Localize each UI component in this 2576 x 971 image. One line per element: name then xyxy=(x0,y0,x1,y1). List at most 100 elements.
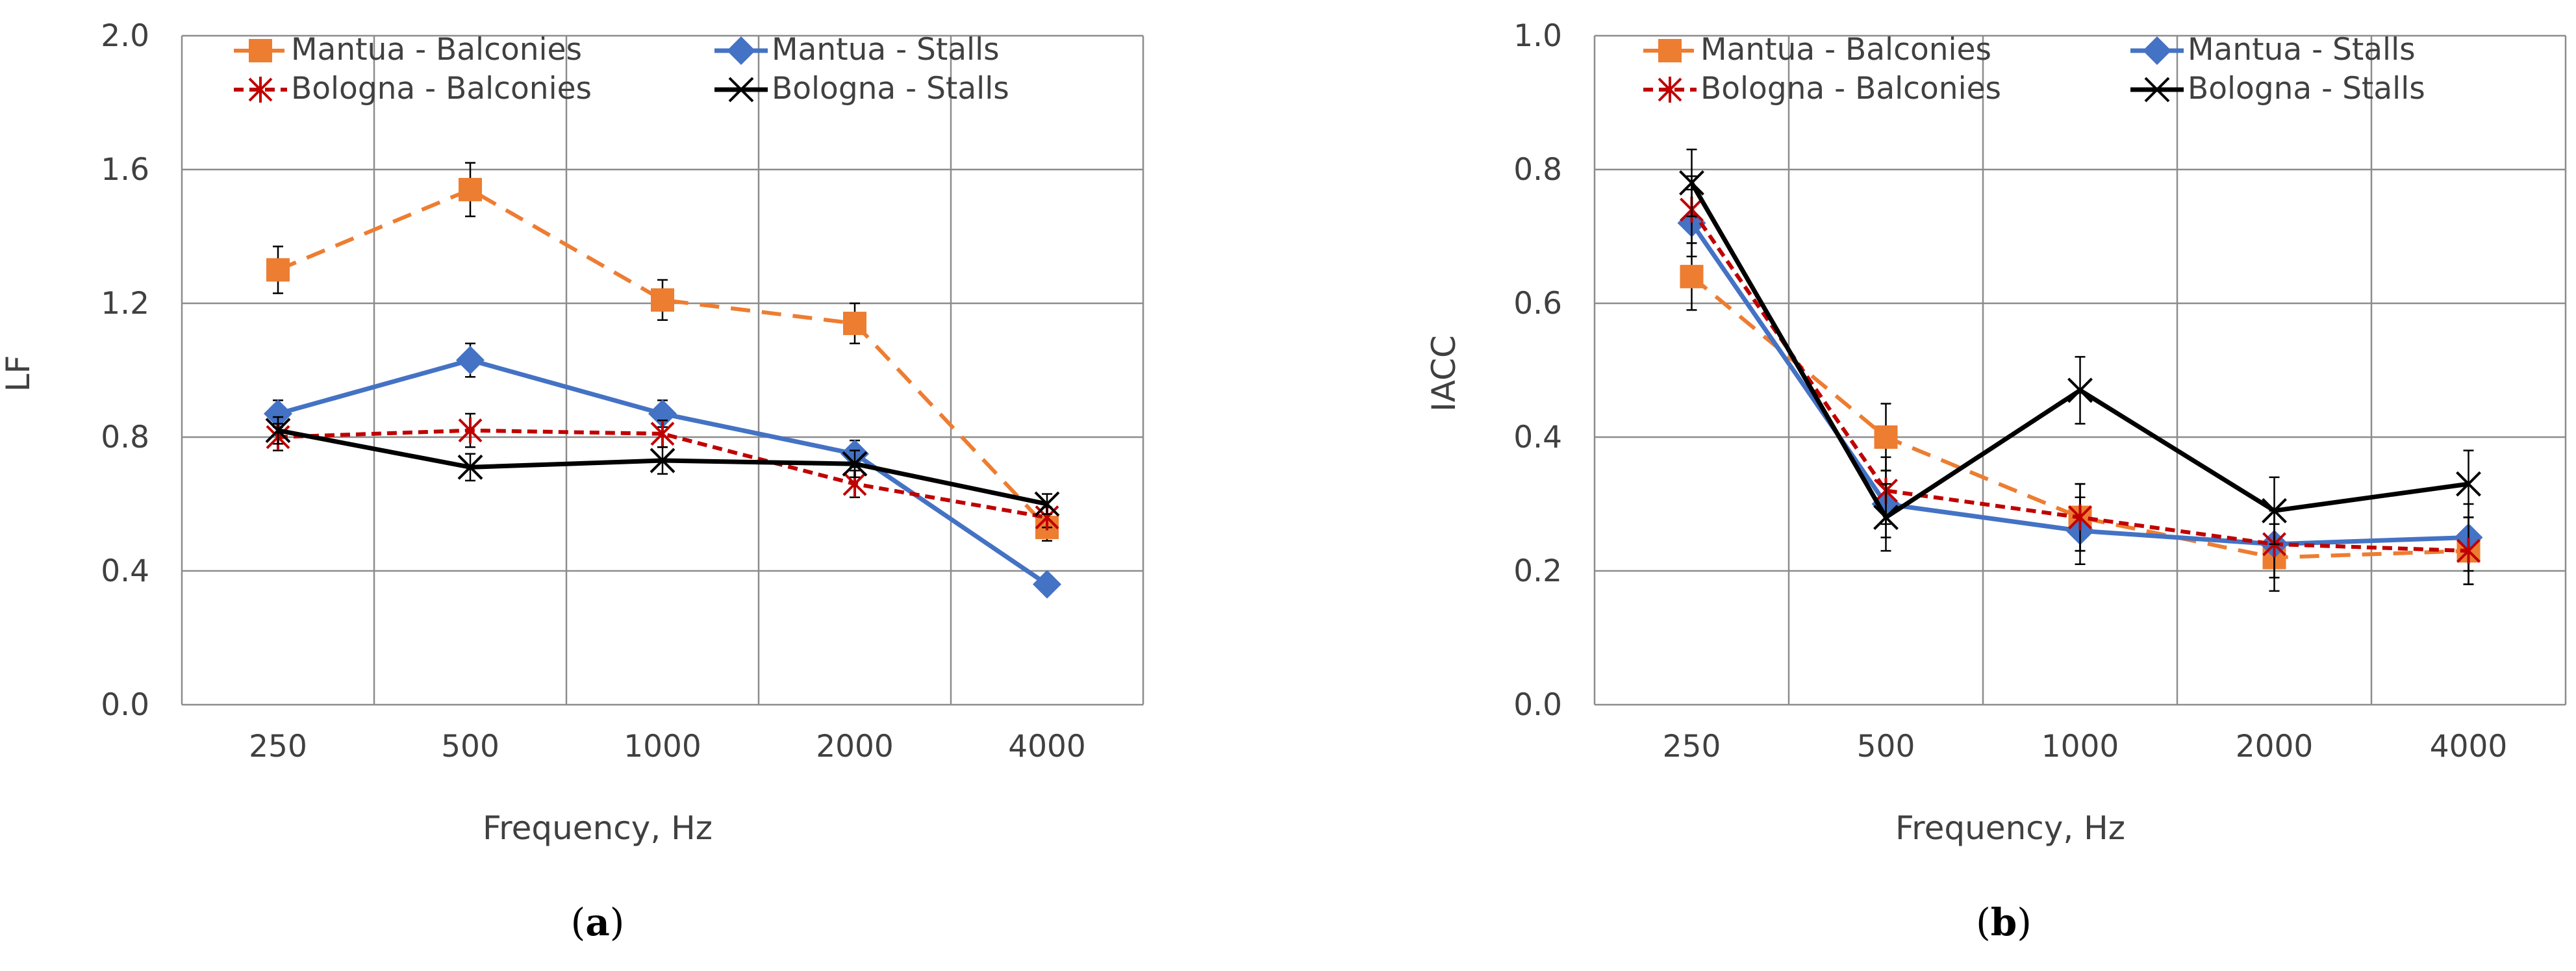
series-line xyxy=(277,187,1049,529)
x-tick-labels-b: 250 500 1000 2000 4000 xyxy=(1663,729,2508,764)
y-tick-label: 2.0 xyxy=(101,18,149,54)
legend-swatch-marker xyxy=(728,77,754,103)
series-b-2 xyxy=(1680,175,2481,585)
legend-label: Mantua - Balconies xyxy=(291,32,582,68)
chart-panel-a: 0.0 0.4 0.8 1.2 1.6 2.0 250 500 1000 2000 4000 Ma… xyxy=(0,18,1144,944)
y-tick-label: 1.2 xyxy=(101,286,149,322)
series-line xyxy=(1690,275,2469,560)
legend-entry: Bologna - Stalls xyxy=(714,71,1009,107)
data-point xyxy=(266,258,290,282)
legend-entry: Mantua - Balconies xyxy=(234,32,582,68)
y-tick-label: 0.4 xyxy=(1513,420,1562,455)
data-point xyxy=(2262,498,2287,523)
data-point xyxy=(456,346,485,375)
legend-label: Mantua - Stalls xyxy=(2188,32,2416,68)
data-point-stroke xyxy=(1034,491,1060,517)
y-tick-label: 0.4 xyxy=(101,553,149,589)
grid-b xyxy=(1593,34,2567,706)
data-point xyxy=(842,451,868,477)
x-tick-label: 2000 xyxy=(2236,729,2314,764)
legend-entry: Bologna - Stalls xyxy=(2130,71,2425,107)
data-point xyxy=(265,418,291,444)
data-point xyxy=(2456,538,2481,564)
data-point-stroke xyxy=(2067,377,2093,403)
data-point xyxy=(1033,570,1061,599)
legend-label: Bologna - Balconies xyxy=(291,71,592,107)
x-tick-label: 4000 xyxy=(1008,729,1086,764)
legend-swatch-marker xyxy=(1658,39,1682,62)
data-point xyxy=(1873,505,1899,531)
y-tick-label: 0.2 xyxy=(1513,553,1562,589)
legend-swatch-marker-stroke xyxy=(728,77,754,103)
legend-swatch-marker-stroke xyxy=(2144,77,2170,103)
legend-label: Mantua - Stalls xyxy=(772,32,1000,68)
data-point-stroke xyxy=(265,418,291,444)
legend-swatch-marker xyxy=(727,36,755,65)
series-line xyxy=(1689,181,2469,520)
data-point xyxy=(1874,425,1898,449)
legend-b: Mantua - Balconies Mantua - StallsBologna… xyxy=(1643,32,2425,107)
series-layer-b xyxy=(1677,148,2483,592)
caption-b: (b) xyxy=(1976,900,2032,944)
data-point xyxy=(650,448,676,473)
caption-letter-b: b xyxy=(1991,900,2017,944)
y-tick-labels-b: 0.0 0.2 0.4 0.6 0.8 1.0 xyxy=(1513,18,1562,723)
x-tick-label: 4000 xyxy=(2430,729,2508,764)
y-tick-label: 0.0 xyxy=(101,687,149,723)
data-point-stroke xyxy=(2262,498,2287,523)
legend-swatch-marker xyxy=(248,77,273,103)
data-point xyxy=(264,399,292,428)
y-tick-labels-a: 0.0 0.4 0.8 1.2 1.6 2.0 xyxy=(101,18,149,723)
data-point xyxy=(1679,170,1704,196)
x-axis-label-b: Frequency, Hz xyxy=(1895,809,2125,847)
data-point-stroke xyxy=(842,451,868,477)
x-tick-label: 250 xyxy=(249,729,307,764)
x-tick-label: 500 xyxy=(1857,729,1915,764)
legend-swatch-marker xyxy=(2143,36,2171,65)
legend-swatch-marker xyxy=(2144,77,2170,103)
series-a-3 xyxy=(265,416,1060,517)
y-axis-label-a: LF xyxy=(0,355,37,392)
data-point-stroke xyxy=(650,448,676,473)
legend-entry: Bologna - Balconies xyxy=(234,71,592,107)
grid-a xyxy=(181,34,1144,706)
x-tick-label: 2000 xyxy=(816,729,894,764)
data-point xyxy=(458,417,483,444)
data-point-stroke xyxy=(1873,505,1899,531)
legend-swatch-marker xyxy=(249,39,272,62)
series-line xyxy=(277,428,1048,520)
data-point xyxy=(843,311,866,335)
data-point-stroke xyxy=(1679,170,1704,196)
data-point-stroke xyxy=(2456,471,2481,497)
data-point xyxy=(650,420,675,447)
legend-label: Bologna - Stalls xyxy=(772,71,1009,107)
caption-a: (a) xyxy=(571,900,625,944)
data-point xyxy=(459,177,482,201)
data-point xyxy=(651,288,674,312)
legend-a: Mantua - Balconies Mantua - StallsBologna… xyxy=(234,32,1009,107)
data-point xyxy=(1034,491,1060,517)
data-point xyxy=(2456,471,2481,497)
data-point xyxy=(457,454,483,480)
legend-entry: Mantua - Stalls xyxy=(714,32,1000,68)
y-tick-label: 1.6 xyxy=(101,152,149,188)
y-tick-label: 0.0 xyxy=(1513,687,1562,723)
legend-label: Bologna - Stalls xyxy=(2188,71,2425,107)
legend-label: Bologna - Balconies xyxy=(1700,71,2001,107)
x-tick-label: 1000 xyxy=(624,729,701,764)
data-point-stroke xyxy=(457,454,483,480)
data-point xyxy=(2067,377,2093,403)
caption-letter-a: a xyxy=(585,900,610,944)
x-tick-label: 1000 xyxy=(2041,729,2119,764)
data-point xyxy=(1680,264,1704,288)
data-point xyxy=(648,399,677,428)
y-tick-label: 0.8 xyxy=(101,420,149,455)
series-b-3 xyxy=(1679,148,2481,552)
chart-panel-b: 0.0 0.2 0.4 0.6 0.8 1.0 250 500 1000 2000 4000 Ma… xyxy=(1425,18,2567,944)
y-tick-label: 0.8 xyxy=(1513,152,1562,188)
data-point xyxy=(2068,504,2092,531)
legend-entry: Bologna - Balconies xyxy=(1643,71,2001,107)
y-tick-label: 1.0 xyxy=(1513,18,1562,54)
y-axis-label-b: IACC xyxy=(1425,335,1463,412)
